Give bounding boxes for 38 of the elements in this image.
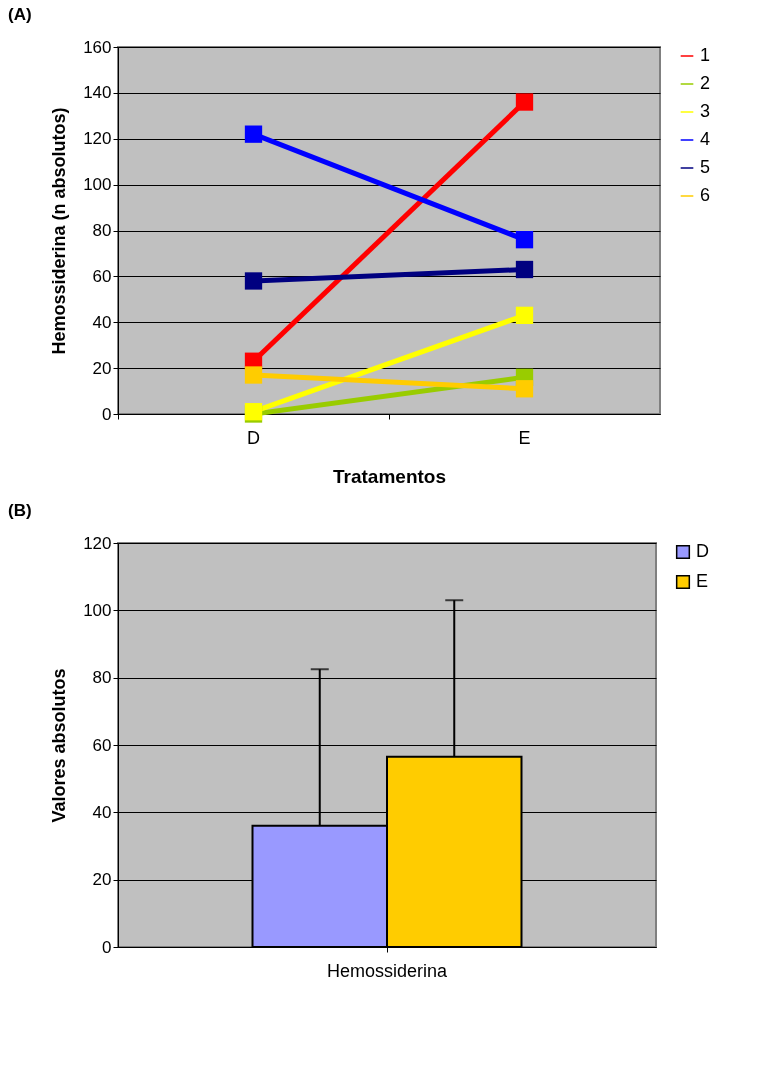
y-tick-label: 140 xyxy=(83,83,112,103)
point xyxy=(515,380,534,398)
legend-label: 3 xyxy=(700,101,711,121)
y-tick-label: 20 xyxy=(92,870,112,890)
chart-title: (A) xyxy=(8,5,32,24)
point xyxy=(515,306,534,325)
y-tick-label: 20 xyxy=(92,358,112,378)
y-tick-label: 60 xyxy=(92,735,112,755)
point xyxy=(515,93,534,111)
y-tick-label: 80 xyxy=(92,668,112,688)
y-tick-label: 100 xyxy=(83,175,112,195)
y-tick-label: 0 xyxy=(102,404,112,424)
y-axis-title: Valores absolutos xyxy=(49,668,70,823)
y-tick-label: 80 xyxy=(92,221,112,240)
y-tick-label: 60 xyxy=(92,266,112,286)
legend-label: 4 xyxy=(700,129,711,149)
chart-title: (B) xyxy=(8,501,32,520)
legend-label: 5 xyxy=(700,157,711,177)
y-tick-label: 40 xyxy=(92,312,112,332)
x-axis-title: Tratamentos xyxy=(333,465,446,487)
x-tick-label: Hemossiderina xyxy=(326,960,449,981)
point xyxy=(244,366,263,384)
legend-label: E xyxy=(696,571,709,591)
point xyxy=(515,231,534,249)
point xyxy=(515,260,534,279)
point xyxy=(244,272,263,290)
legend-label: 2 xyxy=(700,73,711,93)
y-tick-label: 160 xyxy=(83,37,112,57)
y-tick-label: 120 xyxy=(83,129,112,149)
y-tick-label: 40 xyxy=(92,802,112,822)
y-tick-label: 0 xyxy=(102,937,112,957)
legend-label: 6 xyxy=(700,185,711,205)
point xyxy=(244,125,263,143)
legend-label: D xyxy=(696,541,709,561)
y-axis-title: Hemossiderina (n absolutos) xyxy=(49,107,70,355)
y-tick-label: 120 xyxy=(83,533,112,553)
legend-label: 1 xyxy=(700,45,711,65)
y-tick-label: 100 xyxy=(83,600,112,620)
